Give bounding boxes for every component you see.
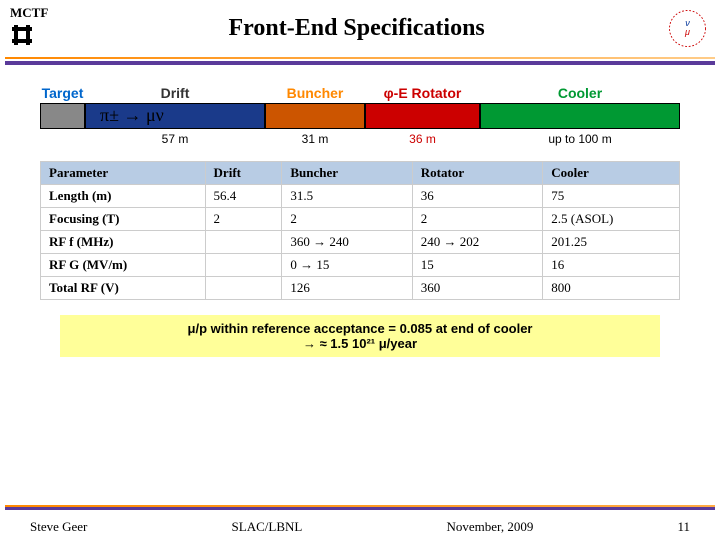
table-row: Total RF (V) 126360800 [41,277,680,300]
table-row: Focusing (T)2222.5 (ASOL) [41,208,680,231]
table-cell: Length (m) [41,185,206,208]
table-cell: Focusing (T) [41,208,206,231]
table-header: Drift [205,162,282,185]
footer: Steve Geer SLAC/LBNL November, 2009 11 [0,519,720,535]
table-cell: 31.5 [282,185,412,208]
note-line2: → ≈ 1.5 10²¹ μ/year [70,336,650,351]
table-cell: 75 [543,185,680,208]
table-cell: 2 [282,208,412,231]
table-row: Length (m)56.431.53675 [41,185,680,208]
table-cell [205,254,282,277]
table-cell [205,277,282,300]
table-cell: RF G (MV/m) [41,254,206,277]
stage-length [40,132,85,146]
table-header: Parameter [41,162,206,185]
header-divider-purple [5,61,715,65]
table-cell: RF f (MHz) [41,231,206,254]
table-cell: 240 → 202 [412,231,542,254]
stage-length: 31 m [265,132,365,146]
stage-label: Drift [85,85,265,101]
header-divider-orange [5,57,715,59]
table-cell [205,231,282,254]
footer-divider [5,507,715,510]
table-row: RF G (MV/m) 0 → 151516 [41,254,680,277]
page-title: Front-End Specifications [48,15,665,42]
decay-formula: π± → μν [100,105,164,126]
stage-length: 57 m [85,132,265,146]
neutrino-factory-logo-icon: νμ [665,6,710,51]
table-cell: 360 → 240 [282,231,412,254]
table-cell: 56.4 [205,185,282,208]
table-header: Cooler [543,162,680,185]
table-cell: 36 [412,185,542,208]
acceptance-note: μ/p within reference acceptance = 0.085 … [60,315,660,357]
stage-length: 36 m [365,132,480,146]
footer-venue: SLAC/LBNL [232,519,303,535]
spec-table: ParameterDriftBuncherRotatorCooler Lengt… [40,161,680,300]
svg-text:μ: μ [684,27,690,37]
stage-label: Buncher [265,85,365,101]
table-cell: 0 → 15 [282,254,412,277]
stage-label: Target [40,85,85,101]
table-cell: 2 [412,208,542,231]
stage-bar [40,103,85,129]
stage-label: Cooler [480,85,680,101]
table-cell: Total RF (V) [41,277,206,300]
footer-page: 11 [677,519,690,535]
stage-bar [265,103,365,129]
table-header: Buncher [282,162,412,185]
mctf-label: MCTF [10,5,48,21]
corner-block: MCTF [10,5,48,52]
beamline-diagram: TargetDriftBuncherφ-E RotatorCooler π± →… [40,85,680,146]
table-cell: 126 [282,277,412,300]
table-cell: 2.5 (ASOL) [543,208,680,231]
note-line1: μ/p within reference acceptance = 0.085 … [70,321,650,336]
table-row: RF f (MHz) 360 → 240240 → 202201.25 [41,231,680,254]
table-header: Rotator [412,162,542,185]
table-cell: 800 [543,277,680,300]
stage-bar [365,103,480,129]
fermi-logo-icon [10,23,34,47]
table-cell: 360 [412,277,542,300]
stage-length: up to 100 m [480,132,680,146]
stage-bar [480,103,680,129]
table-cell: 2 [205,208,282,231]
header: MCTF Front-End Specifications νμ [0,0,720,57]
footer-date: November, 2009 [446,519,533,535]
table-cell: 16 [543,254,680,277]
stage-label: φ-E Rotator [365,85,480,101]
footer-author: Steve Geer [30,519,87,535]
table-cell: 15 [412,254,542,277]
table-cell: 201.25 [543,231,680,254]
